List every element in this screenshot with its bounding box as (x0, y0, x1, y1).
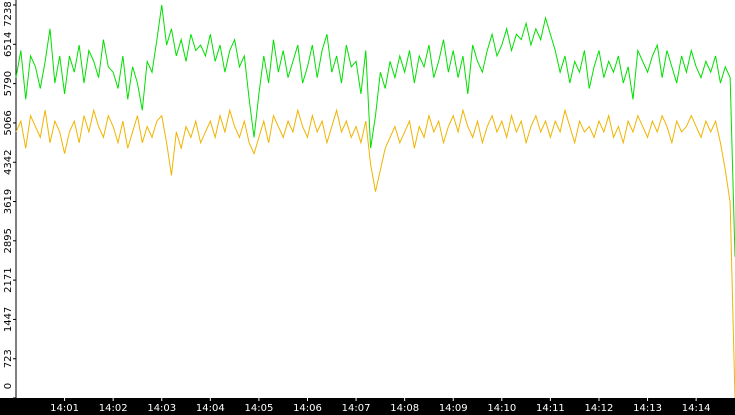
x-tick-label: 14:10 (487, 403, 516, 414)
x-axis-band (0, 398, 735, 415)
x-tick-label: 14:08 (390, 403, 419, 414)
y-tick-label: 3619 (3, 189, 14, 214)
x-tick-label: 14:11 (536, 403, 565, 414)
x-tick-label: 14:02 (99, 403, 128, 414)
x-tick-label: 14:05 (244, 403, 273, 414)
y-tick-label: 4342 (3, 150, 14, 175)
x-tick-label: 14:06 (293, 403, 322, 414)
y-tick-label: 1447 (3, 307, 14, 332)
x-tick-label: 14:12 (585, 403, 614, 414)
x-tick-label: 14:04 (196, 403, 225, 414)
series-line (15, 4, 735, 257)
y-tick-label: 0 (3, 383, 14, 389)
y-tick-label: 5790 (3, 71, 14, 96)
y-tick-label: 7238 (3, 1, 14, 26)
y-tick-label: 6514 (3, 32, 14, 57)
x-tick-label: 14:09 (439, 403, 468, 414)
y-tick-label: 2895 (3, 228, 14, 253)
x-tick-label: 14:03 (147, 403, 176, 414)
y-tick-label: 5066 (3, 110, 14, 135)
y-tick-label: 2171 (3, 267, 14, 292)
x-tick-label: 14:14 (682, 403, 711, 414)
x-tick-label: 14:07 (342, 403, 371, 414)
series-line (15, 108, 735, 399)
y-tick-label: 723 (3, 349, 14, 368)
x-tick-label: 14:13 (633, 403, 662, 414)
x-tick-label: 14:01 (50, 403, 79, 414)
